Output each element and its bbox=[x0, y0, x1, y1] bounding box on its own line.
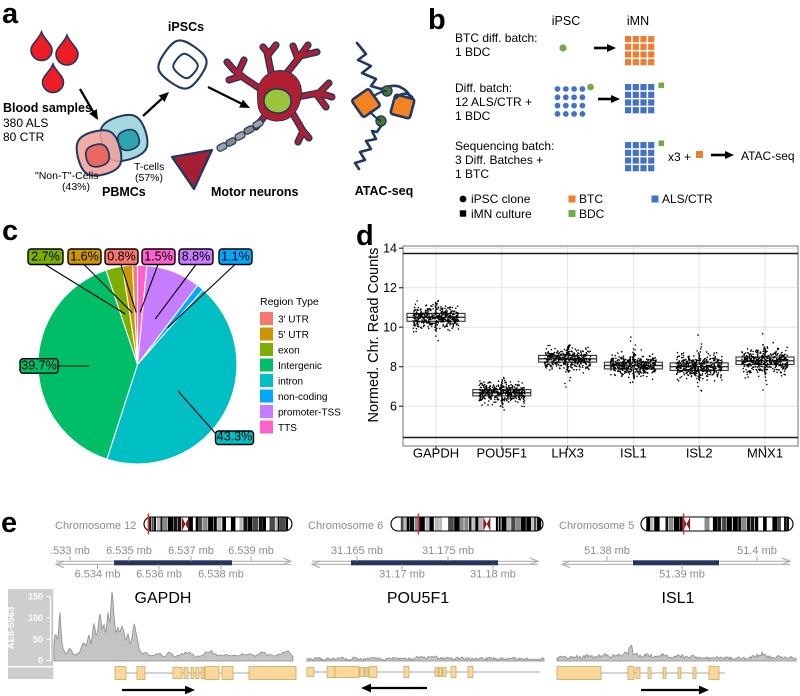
svg-text:1 BTC: 1 BTC bbox=[455, 167, 489, 181]
svg-text:GAPDH: GAPDH bbox=[135, 590, 192, 607]
svg-text:(43%): (43%) bbox=[62, 181, 90, 193]
svg-text:31.175 mb: 31.175 mb bbox=[422, 545, 474, 557]
svg-text:Chromosome 12: Chromosome 12 bbox=[55, 520, 136, 532]
svg-text:39.7%: 39.7% bbox=[21, 358, 56, 372]
svg-text:0: 0 bbox=[38, 656, 43, 666]
svg-text:12: 12 bbox=[383, 281, 397, 295]
svg-text:8.8%: 8.8% bbox=[182, 250, 211, 264]
svg-text:Diff. batch:: Diff. batch: bbox=[455, 81, 512, 95]
svg-text:51.38 mb: 51.38 mb bbox=[584, 545, 630, 557]
svg-text:100: 100 bbox=[28, 613, 43, 623]
svg-text:1 BDC: 1 BDC bbox=[455, 109, 491, 123]
svg-text:iPSC: iPSC bbox=[552, 14, 580, 28]
svg-text:1 BDC: 1 BDC bbox=[455, 45, 491, 59]
svg-text:6: 6 bbox=[390, 399, 397, 413]
svg-text:31.17 mb: 31.17 mb bbox=[379, 568, 425, 580]
svg-text:6.534 mb: 6.534 mb bbox=[75, 568, 121, 580]
svg-text:Chromosome 5: Chromosome 5 bbox=[559, 520, 634, 532]
svg-text:BTC: BTC bbox=[579, 192, 603, 206]
svg-text:51.39 mb: 51.39 mb bbox=[659, 568, 705, 580]
svg-text:BTC diff. batch:: BTC diff. batch: bbox=[455, 31, 537, 45]
svg-text:x3 +: x3 + bbox=[668, 150, 691, 164]
svg-text:d: d bbox=[356, 220, 374, 252]
svg-text:2.7%: 2.7% bbox=[31, 250, 60, 264]
svg-text:Blood samples: Blood samples bbox=[3, 101, 92, 115]
svg-text:.533 mb: .533 mb bbox=[50, 545, 90, 557]
svg-text:1.6%: 1.6% bbox=[70, 250, 99, 264]
svg-text:0.8%: 0.8% bbox=[107, 250, 136, 264]
svg-text:"Non-T"-Cells: "Non-T"-Cells bbox=[35, 170, 98, 182]
svg-text:Chromosome 6: Chromosome 6 bbox=[308, 520, 383, 532]
svg-text:POU5F1: POU5F1 bbox=[477, 446, 528, 461]
svg-text:12 ALS/CTR +: 12 ALS/CTR + bbox=[455, 95, 532, 109]
svg-text:BDC: BDC bbox=[579, 207, 605, 221]
svg-text:GAPDH: GAPDH bbox=[413, 446, 459, 461]
svg-text:a: a bbox=[2, 0, 19, 30]
svg-text:6.535 mb: 6.535 mb bbox=[106, 545, 152, 557]
svg-text:non-coding: non-coding bbox=[278, 392, 327, 403]
svg-text:iMN: iMN bbox=[627, 14, 649, 28]
svg-text:intron: intron bbox=[278, 377, 303, 388]
svg-text:14: 14 bbox=[383, 241, 397, 255]
svg-text:150: 150 bbox=[28, 592, 43, 602]
svg-text:Sequencing batch:: Sequencing batch: bbox=[455, 139, 554, 153]
svg-text:6.536 mb: 6.536 mb bbox=[136, 568, 182, 580]
svg-text:1.5%: 1.5% bbox=[144, 250, 173, 264]
svg-text:iPSCs: iPSCs bbox=[168, 20, 204, 34]
svg-text:1.1%: 1.1% bbox=[221, 250, 250, 264]
svg-text:c: c bbox=[2, 215, 18, 247]
svg-text:380 ALS: 380 ALS bbox=[3, 116, 48, 130]
svg-text:6.539 mb: 6.539 mb bbox=[228, 545, 274, 557]
svg-text:10: 10 bbox=[383, 320, 397, 334]
svg-text:(57%): (57%) bbox=[135, 172, 163, 184]
svg-text:51.4 mb: 51.4 mb bbox=[737, 545, 777, 557]
svg-text:Normed. Chr. Read Counts: Normed. Chr. Read Counts bbox=[366, 248, 382, 423]
svg-text:MNX1: MNX1 bbox=[747, 446, 783, 461]
svg-text:ISL1: ISL1 bbox=[662, 590, 695, 607]
svg-text:Motor neurons: Motor neurons bbox=[211, 185, 299, 199]
svg-text:AE8-5563: AE8-5563 bbox=[6, 607, 17, 650]
svg-text:80 CTR: 80 CTR bbox=[3, 130, 45, 144]
svg-text:5' UTR: 5' UTR bbox=[278, 330, 309, 341]
svg-text:promoter-TSS: promoter-TSS bbox=[278, 408, 341, 419]
svg-text:31.165 mb: 31.165 mb bbox=[331, 545, 383, 557]
svg-text:b: b bbox=[428, 4, 446, 36]
svg-text:e: e bbox=[1, 507, 17, 539]
svg-text:Intergenic: Intergenic bbox=[278, 361, 322, 372]
svg-text:ISL1: ISL1 bbox=[620, 446, 647, 461]
svg-text:ISL2: ISL2 bbox=[686, 446, 713, 461]
svg-text:43.3%: 43.3% bbox=[217, 430, 252, 444]
svg-text:TTS: TTS bbox=[278, 423, 297, 434]
svg-text:8: 8 bbox=[390, 360, 397, 374]
svg-text:ALS/CTR: ALS/CTR bbox=[662, 192, 713, 206]
svg-text:31.18 mb: 31.18 mb bbox=[470, 568, 516, 580]
svg-text:3' UTR: 3' UTR bbox=[278, 315, 309, 326]
svg-text:3 Diff. Batches +: 3 Diff. Batches + bbox=[455, 153, 543, 167]
svg-text:exon: exon bbox=[278, 346, 300, 357]
svg-text:LHX3: LHX3 bbox=[551, 446, 584, 461]
svg-text:T-cells: T-cells bbox=[134, 161, 164, 173]
svg-text:50: 50 bbox=[33, 634, 43, 644]
svg-text:PBMCs: PBMCs bbox=[102, 185, 146, 199]
svg-text:ATAC-seq: ATAC-seq bbox=[741, 149, 795, 163]
svg-text:iPSC clone: iPSC clone bbox=[471, 192, 531, 206]
svg-text:Region Type: Region Type bbox=[260, 296, 319, 308]
svg-text:iMN culture: iMN culture bbox=[471, 207, 532, 221]
svg-text:POU5F1: POU5F1 bbox=[387, 590, 449, 607]
svg-text:6.538 mb: 6.538 mb bbox=[198, 568, 244, 580]
svg-text:ATAC-seq: ATAC-seq bbox=[355, 184, 414, 198]
svg-text:6.537 mb: 6.537 mb bbox=[168, 545, 214, 557]
